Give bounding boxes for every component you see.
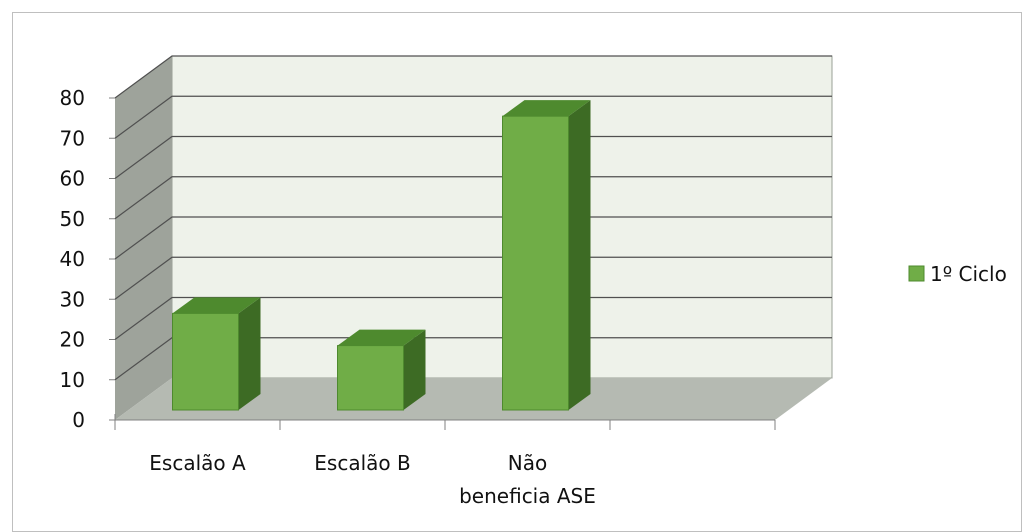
bar-front bbox=[337, 345, 404, 411]
y-tick-label: 60 bbox=[60, 167, 85, 191]
y-tick-label: 20 bbox=[60, 328, 85, 352]
bar-side bbox=[403, 329, 426, 410]
category-label: Não bbox=[508, 451, 547, 475]
bar-2 bbox=[337, 329, 426, 411]
bars bbox=[172, 100, 591, 411]
legend: 1º Ciclo bbox=[908, 262, 1007, 286]
category-label: Escalão A bbox=[149, 451, 246, 475]
y-tick-label: 40 bbox=[60, 247, 85, 271]
bar-top bbox=[337, 329, 426, 346]
gridline bbox=[114, 176, 832, 220]
x-axis bbox=[114, 414, 776, 430]
bar-top bbox=[502, 100, 591, 117]
gridline bbox=[114, 216, 832, 260]
gridline bbox=[114, 95, 832, 139]
category-label: Escalão B bbox=[314, 451, 410, 475]
gridline bbox=[114, 256, 832, 300]
bar-top bbox=[172, 297, 261, 314]
gridline bbox=[114, 55, 832, 99]
y-tick-label: 10 bbox=[60, 368, 85, 392]
gridline bbox=[114, 135, 832, 179]
category-label: beneficia ASE bbox=[459, 484, 596, 508]
y-tick-label: 70 bbox=[60, 126, 85, 150]
y-tick-label: 0 bbox=[72, 408, 85, 432]
y-tick-label: 30 bbox=[60, 287, 85, 311]
category-labels: Escalão A Escalão B Não beneficia ASE bbox=[149, 451, 596, 508]
legend-swatch-1o-ciclo bbox=[908, 265, 925, 282]
y-tick-label: 80 bbox=[60, 86, 85, 110]
bar-1 bbox=[172, 297, 261, 411]
gridlines bbox=[114, 55, 832, 381]
legend-label-1o-ciclo: 1º Ciclo bbox=[930, 262, 1007, 286]
bar-side bbox=[568, 100, 591, 411]
gridline bbox=[114, 296, 832, 340]
y-tick-label: 50 bbox=[60, 207, 85, 231]
bar-side bbox=[238, 297, 261, 410]
bar-front bbox=[172, 312, 239, 411]
y-axis-ticks: 0 10 20 30 40 50 60 70 80 bbox=[60, 86, 115, 432]
bar-3 bbox=[502, 100, 591, 411]
floor bbox=[115, 378, 832, 420]
bar-front bbox=[502, 115, 569, 411]
